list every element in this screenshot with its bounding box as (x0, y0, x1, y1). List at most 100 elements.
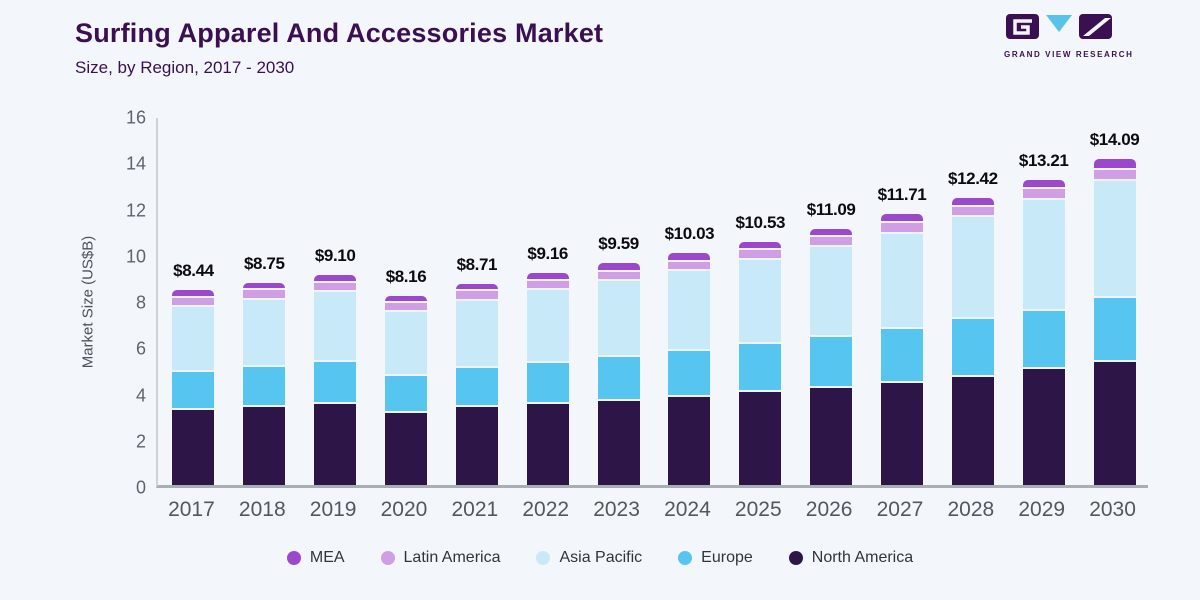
bar-segment-asia-pacific (314, 290, 357, 361)
bar-segment-mea (172, 289, 215, 296)
bar-segment-north-america (455, 405, 498, 485)
stacked-bar (951, 197, 994, 485)
stacked-bar (526, 273, 569, 485)
y-tick-label: 6 (135, 338, 146, 359)
y-tick-label: 14 (125, 153, 146, 174)
bar-segment-latin-america (739, 248, 782, 258)
y-tick-label: 16 (125, 107, 146, 128)
y-tick-label: 4 (135, 385, 146, 405)
bar-segment-latin-america (526, 279, 569, 289)
legend-label: North America (811, 549, 914, 566)
stacked-bar (172, 289, 215, 485)
bar-segment-europe (384, 373, 427, 411)
bar-segment-mea (455, 283, 498, 290)
bar-segment-north-america (384, 410, 427, 485)
bar-segment-europe (810, 335, 853, 387)
page-subtitle: Size, by Region, 2017 - 2030 (75, 58, 295, 77)
bar-segment-north-america (1022, 367, 1065, 485)
bar-segment-north-america (243, 404, 286, 485)
bar-group-2029: $13.21 (1008, 118, 1079, 485)
bar-segment-latin-america (314, 280, 357, 291)
bar-group-2024: $10.03 (654, 118, 725, 485)
y-axis-ticks: 0 2 4 6 8 10 12 14 16 (0, 108, 146, 498)
bar-segment-asia-pacific (1093, 179, 1136, 296)
bar-segment-north-america (526, 402, 569, 485)
y-tick-label: 8 (135, 292, 146, 313)
bar-total-label: $10.03 (664, 224, 715, 244)
gvr-logo-text: GRAND VIEW RESEARCH (1004, 50, 1134, 59)
bar-segment-asia-pacific (810, 245, 853, 336)
bar-segment-latin-america (455, 289, 498, 299)
bar-segment-latin-america (1093, 167, 1136, 180)
stacked-bar (314, 274, 357, 485)
bar-segment-europe (526, 361, 569, 403)
page-title: Surfing Apparel And Accessories Market (75, 18, 604, 48)
bar-segment-north-america (668, 395, 711, 485)
bar-total-label: $10.53 (735, 212, 786, 232)
x-tick-label-2021: 2021 (451, 498, 499, 521)
x-tick-label-2024: 2024 (664, 498, 711, 521)
legend-item-north-america: North America (788, 549, 914, 567)
bar-segment-mea (384, 296, 427, 302)
bar-segment-asia-pacific (526, 288, 569, 362)
bar-segment-latin-america (243, 288, 286, 298)
bar-segment-europe (951, 317, 994, 375)
bar-group-2025: $10.53 (725, 118, 796, 485)
bar-group-2027: $11.71 (867, 118, 938, 485)
bar-segment-europe (455, 366, 498, 406)
bar-group-2022: $9.16 (512, 118, 583, 485)
bar-segment-latin-america (668, 259, 711, 269)
bar-segment-mea (668, 253, 711, 260)
bar-group-2020: $8.16 (371, 118, 442, 485)
bar-segment-north-america (880, 380, 923, 485)
bar-segment-asia-pacific (172, 304, 215, 371)
bar-segment-north-america (172, 407, 215, 485)
bar-group-2023: $9.59 (583, 118, 654, 485)
bar-segment-latin-america (384, 301, 427, 311)
x-tick-label-2030: 2030 (1089, 498, 1136, 521)
chart-legend: MEA Latin America Asia Pacific Europe North … (0, 549, 1200, 567)
bar-segment-mea (951, 197, 994, 206)
bar-group-2018: $8.75 (229, 118, 300, 485)
bar-total-label: $9.16 (527, 244, 568, 264)
legend-dot-icon (380, 551, 395, 565)
bar-total-label: $8.16 (385, 267, 427, 287)
legend-label: MEA (309, 549, 345, 566)
bar-total-label: $14.09 (1089, 130, 1140, 150)
stacked-bar (455, 283, 498, 485)
bar-segment-north-america (597, 398, 640, 485)
y-tick-label: 0 (135, 477, 146, 498)
bar-total-label: $9.10 (314, 245, 356, 265)
bar-segment-europe (597, 354, 640, 399)
gvr-logo-mark-icon (1006, 14, 1112, 39)
x-tick-label-2026: 2026 (805, 498, 853, 521)
bar-total-label: $12.42 (948, 168, 998, 188)
bar-group-2030: $14.09 (1079, 118, 1150, 485)
bar-segment-asia-pacific (668, 268, 711, 349)
legend-item-latin-america: Latin America (380, 549, 500, 567)
bar-segment-europe (739, 342, 782, 390)
bar-segment-asia-pacific (739, 257, 782, 343)
bar-segment-asia-pacific (880, 231, 923, 328)
bar-segment-europe (1093, 295, 1136, 361)
bar-segment-mea (880, 214, 923, 222)
bar-total-label: $11.09 (806, 199, 856, 219)
y-tick-label: 12 (125, 200, 146, 220)
stacked-bar-chart-plot: $8.44 $8.75 $9.10 $8.16 $8.71 $9.16 $9.59 $10.0… (156, 118, 1148, 488)
stacked-bar (384, 296, 427, 485)
bar-segment-latin-america (1022, 187, 1065, 199)
x-tick-label-2022: 2022 (522, 498, 570, 521)
bar-segment-mea (810, 228, 853, 236)
stacked-bar (880, 214, 923, 485)
bar-segment-asia-pacific (597, 278, 640, 355)
bar-group-2019: $9.10 (300, 118, 371, 485)
x-tick-label-2019: 2019 (309, 498, 357, 521)
legend-item-asia-pacific: Asia Pacific (536, 549, 642, 567)
bar-total-label: $8.44 (173, 260, 214, 280)
bar-segment-mea (1022, 179, 1065, 188)
stacked-bar (739, 241, 782, 485)
bar-total-label: $13.21 (1018, 150, 1069, 170)
legend-label: Asia Pacific (559, 549, 643, 566)
x-tick-label-2017: 2017 (168, 498, 215, 521)
